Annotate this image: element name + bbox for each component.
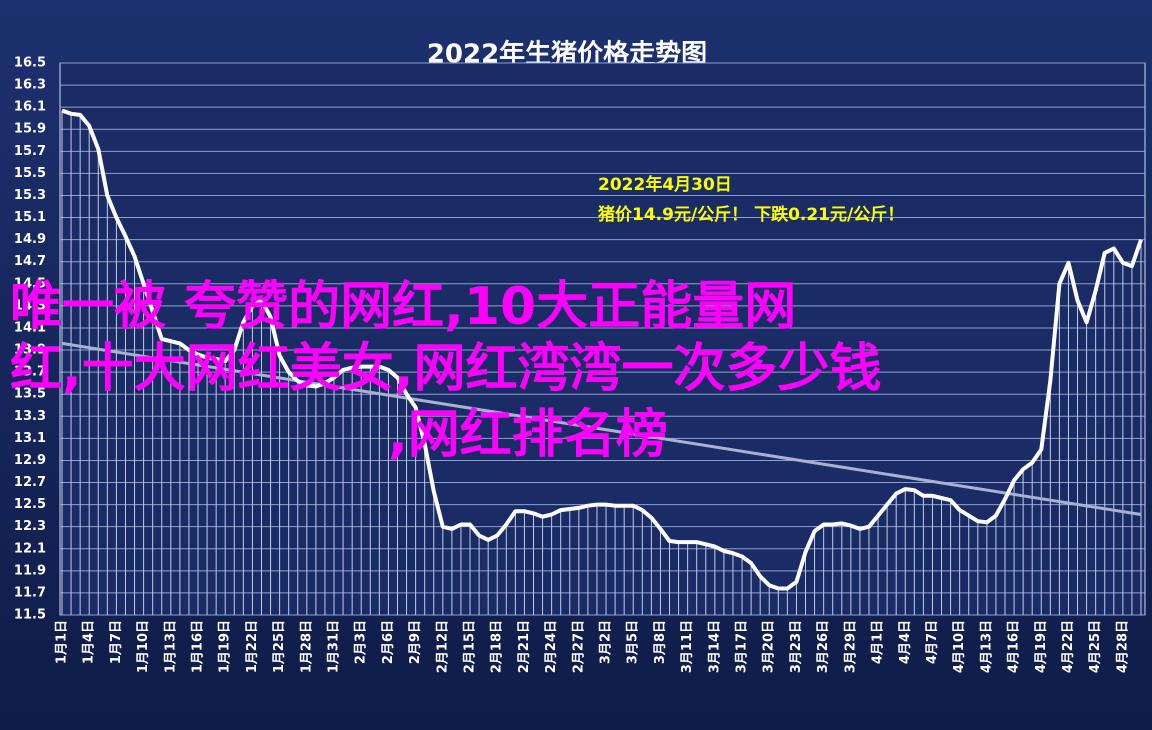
overlay-text: 红,十大网红美女,网红湾湾一次多少钱 <box>10 339 882 399</box>
x-tick-label: 1月1日 <box>55 620 70 664</box>
y-tick-label: 15.1 <box>14 210 46 225</box>
y-tick-label: 11.9 <box>14 563 46 578</box>
x-tick-label: 2月9日 <box>408 620 423 664</box>
x-tick-label: 3月17日 <box>735 620 750 673</box>
x-tick-label: 4月13日 <box>979 620 994 673</box>
y-tick-label: 14.3 <box>14 298 46 313</box>
x-tick-label: 3月8日 <box>653 620 668 664</box>
x-tick-label: 4月22日 <box>1061 620 1076 673</box>
y-tick-label: 13.7 <box>14 365 46 380</box>
y-tick-label: 13.5 <box>14 387 46 402</box>
x-tick-label: 1月7日 <box>109 620 124 664</box>
y-tick-label: 14.9 <box>14 232 46 247</box>
x-tick-label: 3月23日 <box>789 620 804 673</box>
y-tick-label: 14.5 <box>14 276 46 291</box>
y-tick-label: 16.3 <box>14 78 46 93</box>
x-tick-label: 1月16日 <box>191 620 206 673</box>
x-tick-label: 2月12日 <box>435 620 450 673</box>
y-tick-label: 13.9 <box>14 343 46 358</box>
x-tick-label: 1月22日 <box>245 620 260 673</box>
x-tick-label: 2月18日 <box>490 620 505 673</box>
y-tick-label: 14.1 <box>14 320 46 335</box>
overlay-text: 唯一被 夸赞的网红,10大正能量网 <box>10 277 796 337</box>
x-tick-label: 4月1日 <box>871 620 886 664</box>
x-tick-label: 1月19日 <box>218 620 233 673</box>
x-tick-label: 4月10日 <box>952 620 967 673</box>
x-tick-label: 3月29日 <box>843 620 858 673</box>
x-tick-label: 4月4日 <box>898 620 913 664</box>
y-tick-label: 16.1 <box>14 100 46 115</box>
x-tick-label: 1月31日 <box>327 620 342 673</box>
y-tick-label: 11.7 <box>14 585 46 600</box>
y-tick-label: 15.9 <box>14 122 46 137</box>
plot-area <box>59 62 1146 616</box>
overlay-text: ,网红排名榜 <box>388 405 668 465</box>
x-tick-label: 1月25日 <box>272 620 287 673</box>
y-tick-label: 12.9 <box>14 453 46 468</box>
y-tick-label: 12.5 <box>14 497 46 512</box>
x-tick-label: 2月21日 <box>517 620 532 673</box>
y-tick-label: 16.5 <box>14 56 46 71</box>
x-tick-label: 1月13日 <box>163 620 178 673</box>
x-tick-label: 3月14日 <box>707 620 722 673</box>
x-tick-label: 2月6日 <box>381 620 396 664</box>
x-tick-label: 4月7日 <box>925 620 940 664</box>
x-tick-label: 4月16日 <box>1007 620 1022 673</box>
y-tick-label: 15.5 <box>14 166 46 181</box>
y-tick-label: 13.1 <box>14 431 46 446</box>
x-tick-label: 3月26日 <box>816 620 831 673</box>
y-tick-label: 13.3 <box>14 409 46 424</box>
y-tick-label: 15.7 <box>14 144 46 159</box>
x-tick-label: 2月15日 <box>463 620 478 673</box>
y-tick-label: 12.1 <box>14 541 46 556</box>
x-tick-label: 3月11日 <box>680 620 695 673</box>
x-tick-label: 3月5日 <box>626 620 641 664</box>
x-tick-label: 2月3日 <box>354 620 369 664</box>
x-tick-label: 1月10日 <box>136 620 151 673</box>
trend-line <box>61 341 1142 517</box>
y-tick-label: 12.3 <box>14 519 46 534</box>
x-tick-label: 4月19日 <box>1034 620 1049 673</box>
y-tick-label: 15.3 <box>14 188 46 203</box>
x-tick-label: 4月25日 <box>1088 620 1103 673</box>
price-line <box>61 108 1143 591</box>
x-tick-label: 3月2日 <box>599 620 614 664</box>
y-tick-label: 12.7 <box>14 475 46 490</box>
x-tick-label: 3月20日 <box>762 620 777 673</box>
y-tick-label: 14.7 <box>14 254 46 269</box>
x-tick-label: 1月28日 <box>299 620 314 673</box>
annotation: 2022年4月30日 <box>598 174 732 195</box>
x-tick-label: 2月24日 <box>544 620 559 673</box>
x-tick-label: 1月4日 <box>82 620 97 664</box>
y-tick-label: 11.5 <box>14 608 46 623</box>
x-tick-label: 4月28日 <box>1115 620 1130 673</box>
x-tick-label: 2月27日 <box>571 620 586 673</box>
annotation: 猪价14.9元/公斤！ 下跌0.21元/公斤！ <box>598 204 904 225</box>
